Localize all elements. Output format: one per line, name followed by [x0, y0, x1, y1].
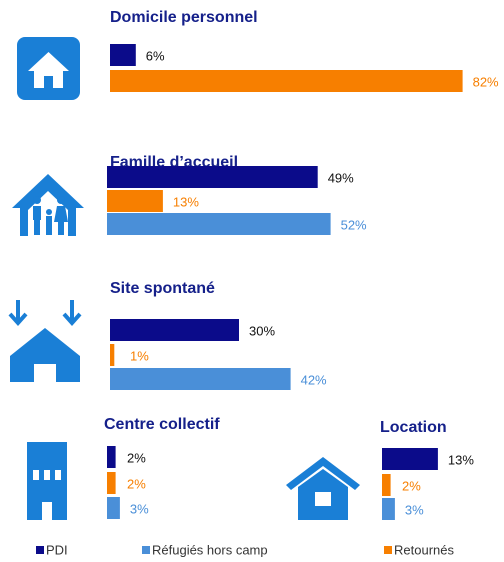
bar	[110, 70, 463, 92]
bar	[107, 213, 331, 235]
bar	[107, 190, 163, 212]
icon-tent	[8, 300, 82, 382]
icon-family	[12, 174, 84, 236]
legend-swatch	[142, 546, 150, 554]
group-title: Centre collectif	[104, 416, 220, 433]
bar	[107, 166, 318, 188]
value-label: 82%	[473, 74, 499, 89]
legend-swatch	[384, 546, 392, 554]
value-label: 2%	[127, 476, 146, 491]
value-label: 3%	[405, 502, 424, 517]
bar	[110, 344, 115, 366]
legend-label: Réfugiés hors camp	[152, 542, 268, 557]
bar	[110, 319, 239, 341]
bar	[110, 44, 136, 66]
bar	[382, 474, 391, 496]
value-label: 30%	[249, 323, 275, 338]
icon-building	[27, 442, 67, 520]
bar	[382, 448, 438, 470]
bar	[107, 497, 120, 519]
icon-house	[17, 37, 80, 100]
group-title: Domicile personnel	[110, 9, 258, 26]
group-title: Location	[380, 419, 447, 436]
value-label: 13%	[173, 194, 199, 209]
value-label: 13%	[448, 452, 474, 467]
value-label: 2%	[127, 450, 146, 465]
value-label: 1%	[130, 348, 149, 363]
bar	[107, 446, 116, 468]
bar	[382, 498, 395, 520]
value-label: 52%	[341, 217, 367, 232]
value-label: 2%	[402, 478, 421, 493]
legend-swatch	[36, 546, 44, 554]
legend-label: PDI	[46, 542, 68, 557]
value-label: 49%	[328, 170, 354, 185]
legend-label: Retournés	[394, 542, 454, 557]
value-label: 6%	[146, 48, 165, 63]
value-label: 42%	[301, 372, 327, 387]
bar	[107, 472, 116, 494]
value-label: 3%	[130, 501, 149, 516]
icon-rent-house	[286, 457, 360, 520]
group-title: Site spontané	[110, 280, 215, 297]
bar	[110, 368, 291, 390]
